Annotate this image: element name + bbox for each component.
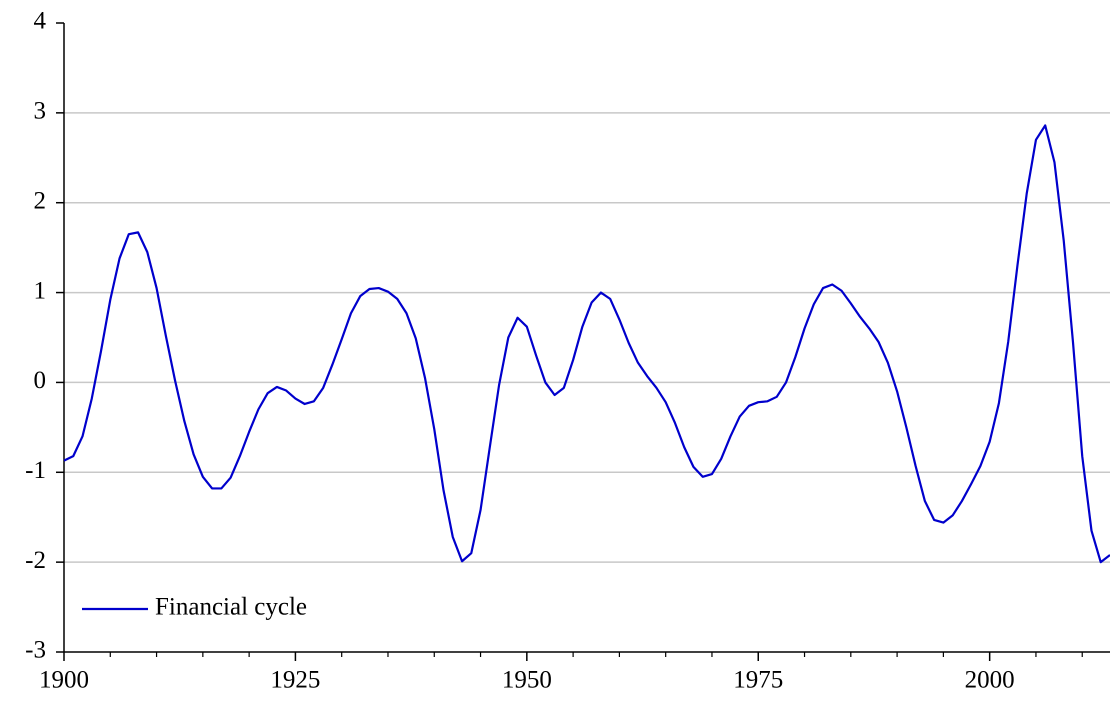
y-tick-label: 3 [34,98,47,125]
legend-label: Financial cycle [155,594,307,621]
x-tick-label: 1950 [502,667,552,694]
y-tick-label: 2 [34,187,47,214]
y-tick-label: -3 [25,637,46,664]
x-tick-label: 1900 [39,667,89,694]
y-tick-label: -1 [25,457,46,484]
x-tick-label: 2000 [965,667,1015,694]
x-tick-label: 1925 [270,667,320,694]
y-tick-label: 1 [34,277,47,304]
y-tick-label: 0 [34,367,47,394]
data-line [63,124,1110,564]
y-tick-label: 4 [34,8,47,35]
x-tick-label: 1975 [733,667,783,694]
y-tick-label: -2 [25,547,46,574]
